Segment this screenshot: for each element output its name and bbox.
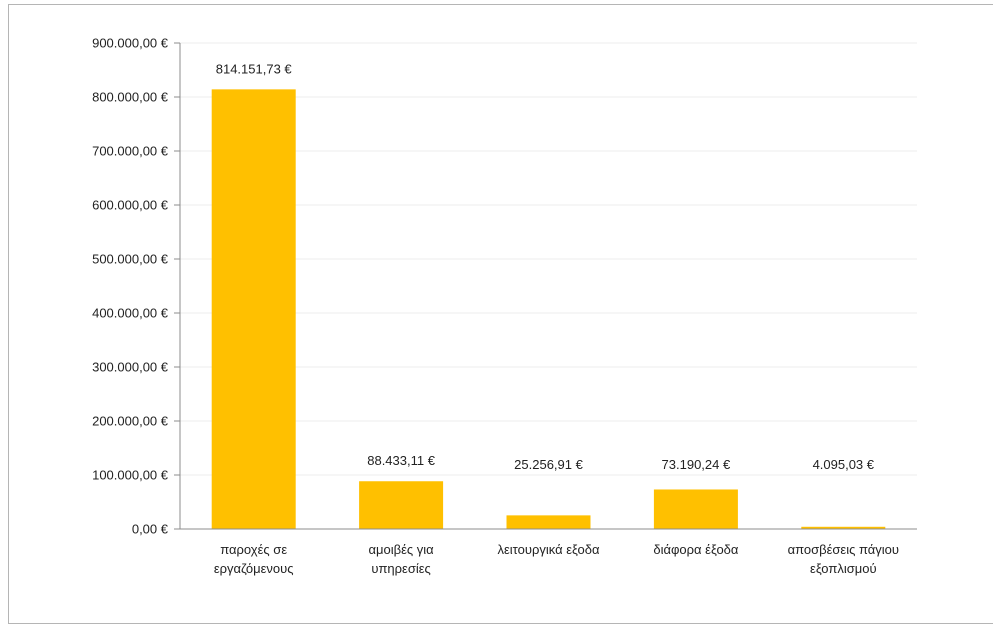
data-labels: 814.151,73 € 88.433,11 € 25.256,91 € 73.190… bbox=[216, 61, 875, 472]
bar bbox=[801, 526, 886, 529]
x-tick-label: υπηρεσίες bbox=[371, 561, 430, 576]
gridlines bbox=[180, 42, 917, 476]
y-tick-label: 400.000,00 € bbox=[92, 306, 169, 321]
x-tick-label: λειτουργικά εξοδα bbox=[498, 542, 600, 557]
bar bbox=[653, 489, 738, 529]
y-tick-label: 900.000,00 € bbox=[92, 36, 169, 51]
bar bbox=[211, 89, 296, 529]
y-tick-label: 700.000,00 € bbox=[92, 144, 169, 159]
data-label: 73.190,24 € bbox=[662, 457, 731, 472]
x-tick-label: εξοπλισμού bbox=[810, 561, 877, 576]
data-label: 25.256,91 € bbox=[514, 457, 583, 472]
x-tick-label: αποσβέσεις πάγιου bbox=[788, 542, 899, 557]
y-tick-label: 0,00 € bbox=[132, 522, 169, 537]
y-axis: 0,00 € 100.000,00 € 200.000,00 € 300.000,00… bbox=[92, 36, 181, 537]
y-tick-label: 500.000,00 € bbox=[92, 252, 169, 267]
y-tick-label: 200.000,00 € bbox=[92, 414, 169, 429]
x-tick-label: αμοιβές για bbox=[369, 542, 435, 557]
y-tick-label: 600.000,00 € bbox=[92, 198, 169, 213]
x-tick-label: εργαζόμενους bbox=[214, 561, 294, 576]
data-label: 814.151,73 € bbox=[216, 61, 293, 76]
bar bbox=[359, 481, 444, 529]
x-tick-label: διάφορα έξοδα bbox=[653, 542, 739, 557]
data-label: 4.095,03 € bbox=[813, 457, 875, 472]
y-tick-label: 300.000,00 € bbox=[92, 360, 169, 375]
x-axis: παροχές σε εργαζόμενους αμοιβές για υπηρεσί… bbox=[180, 528, 917, 576]
bar-chart: 0,00 € 100.000,00 € 200.000,00 € 300.000,00… bbox=[92, 36, 917, 576]
y-tick-label: 800.000,00 € bbox=[92, 90, 169, 105]
data-label: 88.433,11 € bbox=[367, 453, 435, 468]
y-tick-label: 100.000,00 € bbox=[92, 468, 169, 483]
x-tick-label: παροχές σε bbox=[220, 542, 287, 557]
bars bbox=[211, 89, 886, 529]
bar bbox=[506, 515, 591, 529]
